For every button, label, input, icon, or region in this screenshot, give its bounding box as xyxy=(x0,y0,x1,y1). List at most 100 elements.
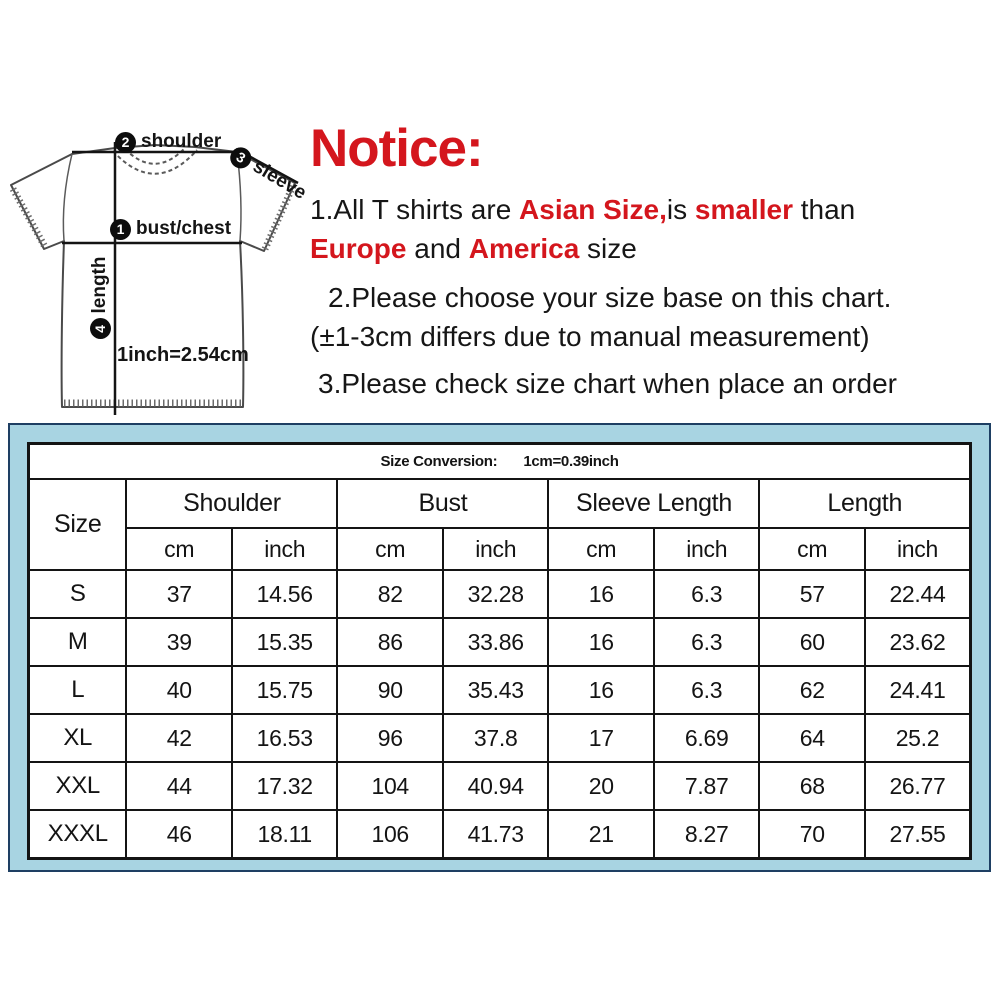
value-cell: 32.28 xyxy=(441,569,550,619)
size-cell: L xyxy=(27,665,128,715)
tshirt-diagram: 2 shoulder 3 sleeve 1 bust/chest 4 lengt… xyxy=(5,125,315,420)
conversion-label: Size Conversion: xyxy=(380,453,498,470)
value-cell: 35.43 xyxy=(441,665,550,715)
tshirt-outline xyxy=(10,144,296,408)
units-row: cm inch cm inch cm inch cm inch xyxy=(29,527,972,571)
notice-text: than xyxy=(792,194,856,226)
value-cell: 17 xyxy=(547,713,655,763)
notice-item-2: 2.Please choose your size base on this c… xyxy=(310,278,998,356)
tshirt-drawing-icon xyxy=(9,142,299,415)
value-cell: 26.77 xyxy=(863,761,972,811)
notice-item-2-note: (±1-3cm differs due to manual measuremen… xyxy=(310,321,870,353)
notice-text: is xyxy=(666,194,695,226)
notice-text: size xyxy=(579,233,637,265)
unit-cell: cm xyxy=(547,527,655,571)
conversion-cell: Size Conversion: 1cm=0.39inch xyxy=(27,442,972,480)
size-table: Size Conversion: 1cm=0.39inch Size Should… xyxy=(27,442,972,860)
value-cell: 39 xyxy=(125,617,233,667)
table-row-xl: XL 42 16.53 96 37.8 17 6.69 64 25.2 xyxy=(27,713,972,763)
value-cell: 21 xyxy=(547,809,655,860)
bust-label-text: bust/chest xyxy=(136,218,232,239)
bust-group-header: Bust xyxy=(336,478,550,529)
size-table-frame: Size Conversion: 1cm=0.39inch Size Should… xyxy=(8,423,991,872)
circled-2-badge: 2 xyxy=(115,131,136,153)
value-cell: 106 xyxy=(336,809,444,860)
collar-outer-arc xyxy=(112,149,198,175)
value-cell: 15.75 xyxy=(230,665,339,715)
table-row-xxl: XXL 44 17.32 104 40.94 20 7.87 68 26.77 xyxy=(27,761,972,811)
size-cell: XL xyxy=(27,713,128,763)
europe-highlight: Europe xyxy=(310,233,407,265)
value-cell: 60 xyxy=(758,617,866,667)
asian-size-highlight: Asian Size, xyxy=(519,194,667,226)
value-cell: 16 xyxy=(547,617,655,667)
value-cell: 22.44 xyxy=(863,569,972,619)
notice-text: and xyxy=(406,233,469,265)
value-cell: 44 xyxy=(125,761,233,811)
value-cell: 90 xyxy=(336,665,444,715)
size-cell: M xyxy=(27,617,128,667)
value-cell: 7.87 xyxy=(652,761,761,811)
bust-label: 1 bust/chest xyxy=(110,218,231,240)
value-cell: 14.56 xyxy=(230,569,339,619)
length-label-text: length xyxy=(89,256,110,314)
shoulder-label-text: shoulder xyxy=(141,131,222,152)
value-cell: 37 xyxy=(125,569,233,619)
value-cell: 96 xyxy=(336,713,444,763)
unit-cell: inch xyxy=(652,527,761,571)
table-row-xxxl: XXXL 46 18.11 106 41.73 21 8.27 70 27.55 xyxy=(27,809,972,860)
size-cell: XXXL xyxy=(27,809,128,860)
value-cell: 6.3 xyxy=(652,617,761,667)
notice-heading: Notice: xyxy=(310,119,484,178)
value-cell: 41.73 xyxy=(441,809,550,860)
circled-1-badge: 1 xyxy=(110,218,131,240)
value-cell: 25.2 xyxy=(863,713,972,763)
unit-cell: inch xyxy=(230,527,339,571)
value-cell: 8.27 xyxy=(652,809,761,860)
notice-item-1: 1.All T shirts are Asian Size,is smaller… xyxy=(310,190,998,268)
notice-section: Notice: 1.All T shirts are Asian Size,is… xyxy=(310,119,998,403)
size-cell: S xyxy=(27,569,128,619)
unit-cell: inch xyxy=(441,527,550,571)
unit-cell: inch xyxy=(863,527,972,571)
value-cell: 20 xyxy=(547,761,655,811)
value-cell: 16 xyxy=(547,665,655,715)
table-row-l: L 40 15.75 90 35.43 16 6.3 62 24.41 xyxy=(27,665,972,715)
shoulder-group-header: Shoulder xyxy=(125,478,339,529)
conversion-row: Size Conversion: 1cm=0.39inch xyxy=(27,442,972,480)
value-cell: 104 xyxy=(336,761,444,811)
value-cell: 42 xyxy=(125,713,233,763)
value-cell: 27.55 xyxy=(863,809,972,860)
shoulder-label: 2 shoulder xyxy=(115,131,221,153)
value-cell: 23.62 xyxy=(863,617,972,667)
value-cell: 64 xyxy=(758,713,866,763)
value-cell: 40 xyxy=(125,665,233,715)
unit-cell: cm xyxy=(125,527,233,571)
notice-text: 2.Please choose your size base on this c… xyxy=(328,282,892,314)
america-highlight: America xyxy=(468,233,580,265)
size-column-header: Size xyxy=(27,478,128,571)
value-cell: 6.3 xyxy=(652,665,761,715)
value-cell: 57 xyxy=(758,569,866,619)
value-cell: 33.86 xyxy=(441,617,550,667)
value-cell: 17.32 xyxy=(230,761,339,811)
table-row-s: S 37 14.56 82 32.28 16 6.3 57 22.44 xyxy=(27,569,972,619)
value-cell: 18.11 xyxy=(230,809,339,860)
left-cuff-hatch xyxy=(9,187,49,249)
value-cell: 62 xyxy=(758,665,866,715)
inch-conversion-note: 1inch=2.54cm xyxy=(117,344,249,366)
group-header-row: Size Shoulder Bust Sleeve Length Length xyxy=(27,478,972,571)
smaller-highlight: smaller xyxy=(694,194,793,226)
value-cell: 16 xyxy=(547,569,655,619)
circled-4-badge: 4 xyxy=(89,318,111,340)
left-armhole-seam xyxy=(62,153,73,242)
value-cell: 46 xyxy=(125,809,233,860)
value-cell: 15.35 xyxy=(230,617,339,667)
size-cell: XXL xyxy=(27,761,128,811)
conversion-value: 1cm=0.39inch xyxy=(523,453,619,470)
value-cell: 16.53 xyxy=(230,713,339,763)
length-group-header: Length xyxy=(758,478,972,529)
unit-cell: cm xyxy=(336,527,444,571)
value-cell: 6.3 xyxy=(652,569,761,619)
